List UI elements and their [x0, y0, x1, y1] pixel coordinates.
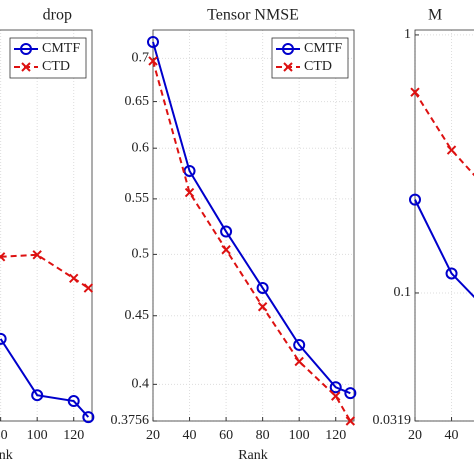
plot-frame: [0, 29, 93, 422]
y-tick-label: 0.45: [125, 308, 150, 323]
series-line: [152, 60, 352, 422]
x-tick-label: 40: [445, 428, 459, 443]
series-line: [414, 91, 474, 177]
x-tick-label: 80: [0, 428, 8, 443]
point: [220, 225, 233, 238]
point: [293, 338, 306, 351]
x-tick-label: 60: [219, 428, 233, 443]
x-axis-label: Rank: [0, 448, 13, 463]
y-tick-label: 0.5: [132, 247, 150, 262]
point: [329, 381, 342, 394]
x-axis-label: Rank: [238, 448, 268, 463]
point: [221, 245, 231, 255]
point: [446, 145, 457, 155]
x-tick-label: 100: [289, 428, 310, 443]
legend-label: CMTF: [304, 41, 342, 56]
plot-frame: [414, 29, 474, 422]
legend-label: CMTF: [42, 41, 80, 56]
x-tick-label: 20: [146, 428, 160, 443]
series-line: [152, 41, 351, 395]
legend-marker: [20, 43, 32, 55]
point: [147, 36, 159, 49]
point: [82, 411, 95, 424]
y-tick-label: 0.3756: [111, 413, 150, 428]
point: [294, 356, 304, 367]
x-tick-label: 120: [325, 428, 346, 443]
point: [83, 283, 94, 293]
y-tick-label: 0.65: [125, 94, 150, 109]
series-line: [414, 199, 474, 299]
series-line: [0, 338, 90, 418]
legend-label: CTD: [42, 59, 70, 74]
point: [31, 389, 44, 402]
x-tick-label: 120: [63, 428, 84, 443]
chart-title: Tensor NMSE: [207, 7, 299, 24]
point: [67, 395, 80, 408]
y-tick-label: 0.0319: [373, 413, 412, 428]
legend-marker: [283, 62, 293, 72]
series-line: [0, 253, 89, 289]
point: [331, 391, 341, 401]
point: [445, 267, 458, 280]
chart-title: drop: [43, 7, 72, 24]
y-tick-label: 1: [404, 27, 411, 42]
point: [410, 87, 420, 97]
x-tick-label: 100: [27, 428, 48, 443]
point: [344, 387, 357, 400]
point: [257, 302, 268, 312]
point: [148, 56, 158, 66]
x-tick-label: 40: [183, 428, 197, 443]
legend-marker: [21, 62, 31, 72]
point: [256, 281, 269, 294]
y-tick-label: 0.1: [394, 285, 412, 300]
x-tick-label: 20: [408, 428, 422, 443]
x-tick-label: 80: [256, 428, 270, 443]
point: [69, 273, 79, 283]
point: [345, 416, 356, 426]
point: [409, 193, 421, 206]
point: [32, 250, 42, 260]
plot-frame: [152, 29, 355, 422]
legend-marker: [282, 43, 294, 55]
chart-title: M: [428, 7, 442, 24]
y-tick-label: 0.6: [132, 140, 150, 155]
legend-label: CTD: [304, 59, 332, 74]
point: [184, 187, 195, 198]
y-tick-label: 0.4: [132, 377, 150, 392]
y-tick-label: 0.7: [132, 51, 150, 66]
point: [0, 332, 7, 345]
y-tick-label: 0.55: [125, 191, 150, 206]
point: [0, 252, 6, 262]
